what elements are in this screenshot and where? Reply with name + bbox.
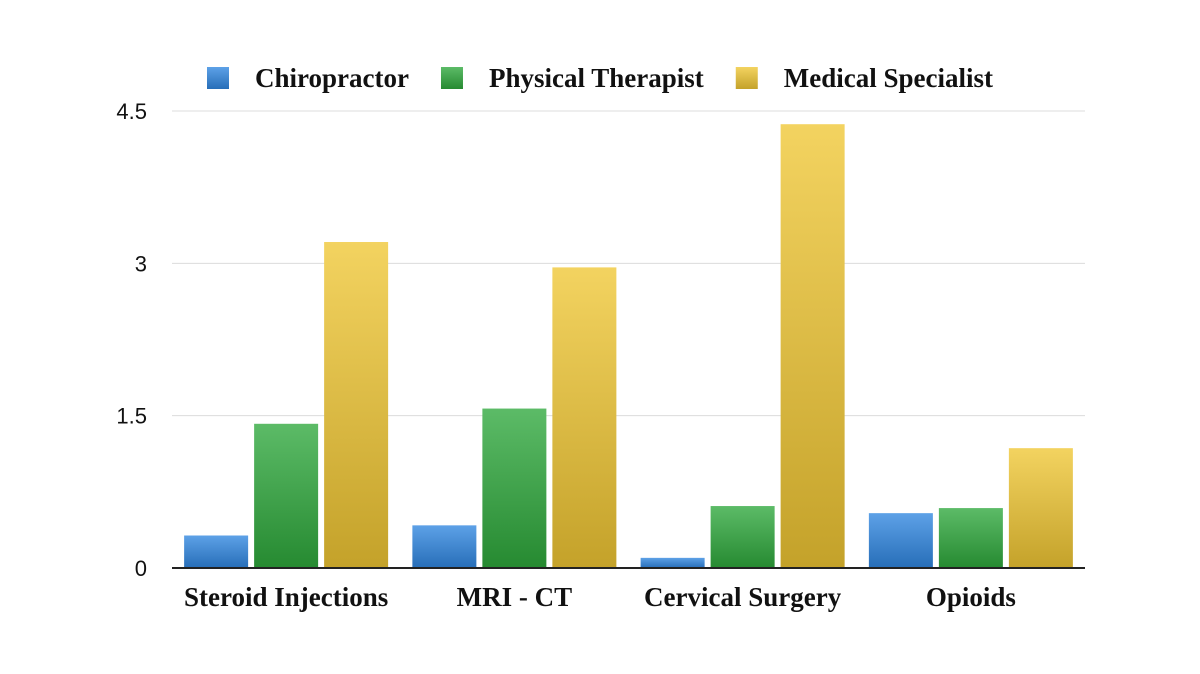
y-tick-label: 4.5 bbox=[116, 99, 147, 124]
x-category-label: Steroid Injections bbox=[184, 582, 388, 612]
bars bbox=[184, 124, 1073, 569]
x-category-label: Opioids bbox=[926, 582, 1016, 612]
bar-physical-therapist-cervical-surgery bbox=[710, 506, 775, 568]
legend-label: Chiropractor bbox=[255, 63, 409, 93]
bar-medical-specialist-mri-ct bbox=[552, 267, 617, 568]
grid-lines bbox=[172, 110, 1085, 417]
bar-physical-therapist-mri-ct bbox=[482, 408, 547, 568]
bar-medical-specialist-cervical-surgery bbox=[780, 124, 845, 569]
legend-swatch bbox=[207, 67, 229, 89]
bar-chiropractor-steroid-injections bbox=[184, 535, 249, 568]
bar-physical-therapist-opioids bbox=[938, 508, 1003, 568]
y-tick-label: 1.5 bbox=[116, 404, 147, 429]
legend-swatch bbox=[735, 67, 758, 89]
bar-chiropractor-cervical-surgery bbox=[640, 557, 705, 568]
bar-chiropractor-opioids bbox=[868, 513, 933, 568]
legend: Chiropractor Physical Therapist Medical Sp… bbox=[207, 63, 993, 93]
legend-label: Physical Therapist bbox=[489, 63, 704, 93]
y-tick-label: 0 bbox=[135, 556, 147, 581]
x-category-label: Cervical Surgery bbox=[644, 582, 842, 612]
bar-medical-specialist-steroid-injections bbox=[324, 242, 389, 569]
legend-label: Medical Specialist bbox=[784, 63, 993, 93]
bar-physical-therapist-steroid-injections bbox=[254, 423, 319, 568]
bar-chiropractor-mri-ct bbox=[412, 525, 477, 568]
legend-swatch bbox=[440, 67, 463, 89]
bar-medical-specialist-opioids bbox=[1008, 448, 1073, 568]
y-tick-label: 3 bbox=[135, 251, 147, 276]
axes: 0 1.5 3 4.5 Steroid Injections MRI - CT Cervic… bbox=[116, 99, 1085, 612]
x-category-label: MRI - CT bbox=[457, 582, 573, 612]
